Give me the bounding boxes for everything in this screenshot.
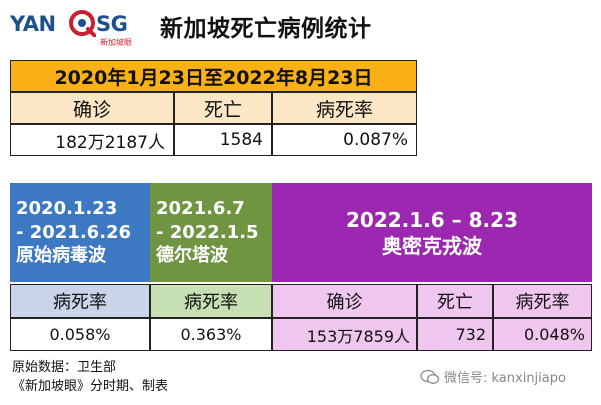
phase-omicron-label-fatality-rate: 病死率 (493, 284, 592, 318)
phase-delta-value: 0.363% (150, 318, 272, 351)
phase-omicron-header: 2022.1.6 – 8.23 奥密克戎波 (272, 183, 592, 282)
phase-omicron-value-deaths: 732 (417, 318, 493, 351)
overall-value-confirmed: 182万2187人 (10, 124, 174, 156)
phase-delta-end: - 2022.1.5 (156, 221, 259, 243)
logo-mark-icon (69, 10, 96, 37)
source-note: 原始数据：卫生部 (12, 360, 117, 375)
phase-delta-label: 病死率 (150, 284, 272, 318)
phase-omicron-value-fatality-rate: 0.048% (493, 318, 592, 351)
overall-value-deaths: 1584 (174, 124, 272, 156)
overall-value-fatality-rate: 0.087% (272, 124, 417, 156)
phase-delta-header: 2021.6.7 - 2022.1.5 德尔塔波 (150, 183, 272, 282)
wechat-icon (420, 369, 440, 384)
logo: YAN SG 新加坡眼 (8, 8, 150, 48)
wechat-id: 微信号: kanxinjiapo (444, 371, 566, 386)
overall-label-confirmed: 确诊 (10, 92, 174, 124)
phase-original-label: 病死率 (10, 284, 150, 318)
phase-omicron-dates: 2022.1.6 – 8.23 (346, 207, 518, 232)
phase-omicron-label-deaths: 死亡 (417, 284, 493, 318)
credit-note: 《新加坡眼》分时期、制表 (12, 379, 169, 394)
phase-original-start: 2020.1.23 (16, 198, 118, 220)
overall-period-header: 2020年1月23日至2022年8月23日 (10, 60, 417, 92)
logo-subtitle: 新加坡眼 (100, 38, 132, 47)
phase-omicron-label-confirmed: 确诊 (272, 284, 417, 318)
phase-original-end: - 2021.6.26 (16, 221, 132, 243)
page-title: 新加坡死亡病例统计 (160, 16, 372, 42)
logo-text-sg: SG (96, 12, 128, 36)
logo-text-yan: YAN (10, 12, 56, 36)
phase-omicron-name: 奥密克戎波 (382, 233, 482, 258)
overall-label-deaths: 死亡 (174, 92, 272, 124)
phase-original-value: 0.058% (10, 318, 150, 351)
phase-original-name: 原始病毒波 (16, 245, 106, 267)
phase-delta-start: 2021.6.7 (156, 198, 245, 220)
overall-label-fatality-rate: 病死率 (272, 92, 417, 124)
wechat-watermark: 微信号: kanxinjiapo (420, 367, 566, 386)
phase-delta-name: 德尔塔波 (156, 245, 228, 267)
phase-original-header: 2020.1.23 - 2021.6.26 原始病毒波 (10, 183, 150, 282)
phase-omicron-value-confirmed: 153万7859人 (272, 318, 417, 351)
